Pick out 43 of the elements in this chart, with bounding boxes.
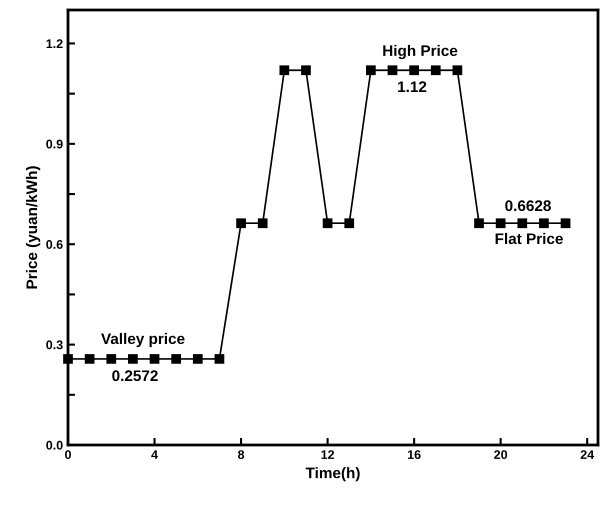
point — [236, 218, 246, 228]
y-tick-label: 0.9 — [46, 140, 63, 148]
point — [322, 218, 332, 228]
point — [474, 218, 484, 228]
y-tick-label: 0.6 — [46, 240, 63, 249]
point — [496, 218, 506, 228]
point — [388, 65, 398, 76]
x-tick-label: 20 — [494, 450, 508, 460]
point — [517, 218, 528, 228]
y-axis-title: Price (yuan/kWh) — [26, 166, 40, 288]
point — [106, 354, 116, 364]
point — [539, 218, 549, 228]
point — [279, 65, 290, 76]
x-tick-label: 0 — [65, 450, 71, 460]
x-tick-label: 12 — [321, 450, 334, 459]
point — [301, 65, 311, 76]
annotation: 1.12 — [398, 81, 426, 92]
point — [214, 354, 224, 364]
point — [171, 354, 182, 364]
annotation: 0.6628 — [505, 200, 551, 212]
point — [452, 65, 462, 76]
annotation: High Price — [383, 44, 458, 60]
point — [409, 65, 419, 76]
annotation: 0.2572 — [112, 370, 158, 382]
y-tick-label: 0.3 — [46, 340, 63, 350]
point — [430, 65, 441, 76]
x-tick-label: 8 — [238, 450, 244, 460]
point — [192, 354, 203, 364]
point — [150, 354, 160, 364]
annotation: Valley price — [101, 332, 185, 348]
x-axis-title: Time(h) — [306, 467, 360, 482]
annotation: Flat Price — [496, 232, 563, 244]
y-tick-label: 1.2 — [46, 39, 63, 48]
y-tick-label: 0.0 — [46, 440, 63, 450]
point — [560, 218, 570, 228]
point — [258, 218, 268, 228]
x-tick-label: 16 — [408, 450, 421, 460]
point — [128, 354, 138, 364]
point — [366, 65, 376, 76]
point — [84, 354, 94, 364]
x-tick-label: 24 — [580, 450, 594, 459]
point — [344, 218, 354, 228]
x-tick-label: 4 — [151, 450, 158, 459]
